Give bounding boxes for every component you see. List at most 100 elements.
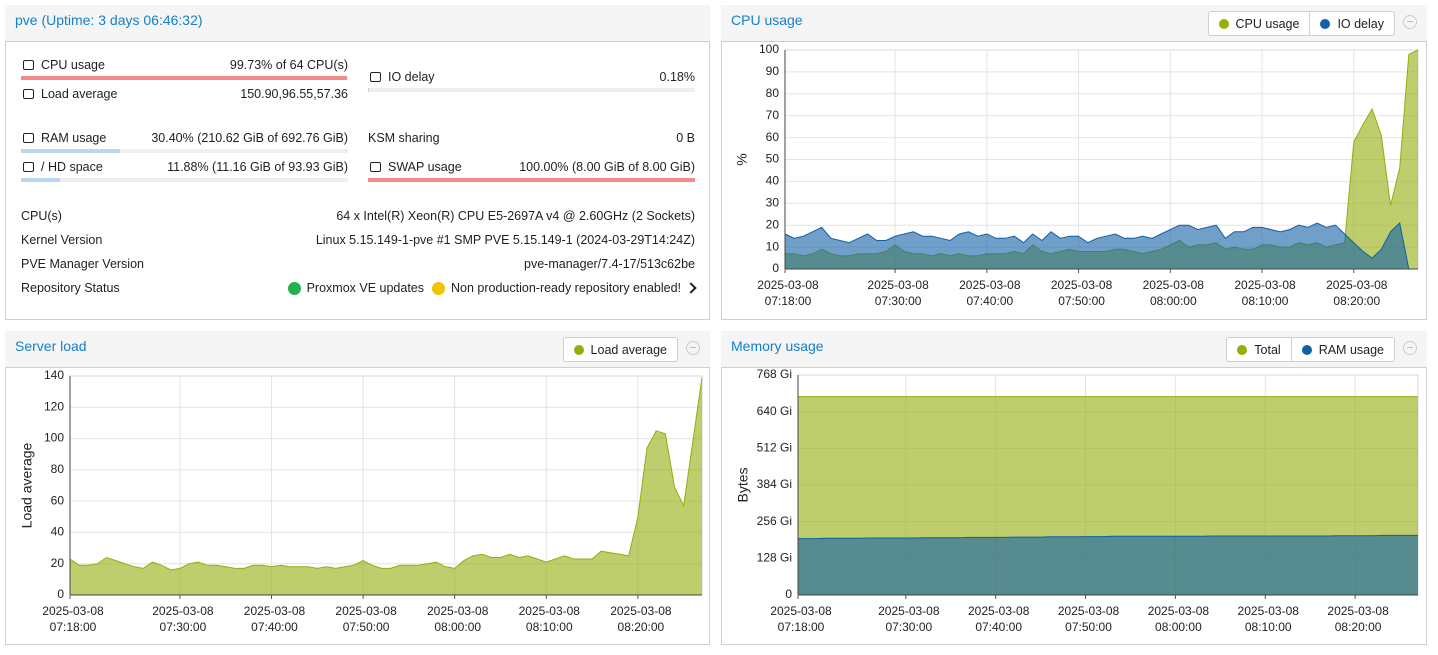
panel-header: Memory usage Total RAM usage — [721, 331, 1427, 367]
y-tick-label: 0 — [57, 587, 64, 601]
resource-icon — [370, 72, 381, 82]
x-tick-time: 07:30:00 — [885, 620, 932, 634]
resource-icon — [23, 162, 34, 172]
legend-label: IO delay — [1337, 16, 1384, 31]
x-tick-date: 2025-03-08 — [1326, 278, 1388, 292]
x-tick-date: 2025-03-08 — [878, 604, 940, 618]
resource-label: KSM sharing — [368, 131, 440, 145]
resource-value: 150.90,96.55,57.36 — [240, 87, 348, 101]
x-tick-date: 2025-03-08 — [1051, 278, 1113, 292]
x-tick-time: 07:50:00 — [1058, 294, 1105, 308]
panel-title: Server load — [15, 338, 87, 354]
cpu-panel: CPU usage CPU usage IO delay — [721, 5, 1427, 320]
panel-header: pve (Uptime: 3 days 06:46:32) — [5, 5, 710, 41]
y-tick-label: 512 Gi — [757, 441, 792, 455]
x-tick-date: 2025-03-08 — [1238, 604, 1300, 618]
legend-dot — [1237, 344, 1248, 355]
y-tick-label: 20 — [766, 217, 780, 231]
y-tick-label: 30 — [766, 195, 780, 209]
legend-item: CPU usage — [1209, 12, 1310, 35]
usage-bar — [21, 178, 60, 182]
x-tick-date: 2025-03-08 — [427, 604, 489, 618]
y-tick-label: 40 — [766, 174, 780, 188]
usage-track — [21, 149, 348, 153]
status-text: Non production-ready repository enabled! — [451, 281, 681, 295]
info-label: Kernel Version — [21, 233, 103, 247]
panel-title: pve (Uptime: 3 days 06:46:32) — [15, 12, 203, 28]
resource-label: / HD space — [41, 160, 103, 174]
y-tick-label: 0 — [772, 261, 779, 275]
collapse-button[interactable] — [686, 341, 700, 355]
x-tick-date: 2025-03-08 — [42, 604, 104, 618]
info-label: CPU(s) — [21, 209, 62, 223]
x-tick-time: 08:20:00 — [618, 620, 665, 634]
x-tick-date: 2025-03-08 — [959, 278, 1021, 292]
panel-header: Server load Load average — [5, 331, 710, 367]
usage-track — [21, 178, 348, 182]
x-tick-time: 08:10:00 — [1245, 620, 1292, 634]
series-area — [798, 535, 1418, 595]
x-tick-time: 07:18:00 — [778, 620, 825, 634]
y-tick-label: 640 Gi — [757, 404, 792, 418]
collapse-button[interactable] — [1403, 15, 1417, 29]
resource-value: 30.40% (210.62 GiB of 692.76 GiB) — [151, 131, 348, 145]
x-tick-time: 08:00:00 — [434, 620, 481, 634]
resource-label: CPU usage — [41, 58, 105, 72]
x-tick-time: 08:00:00 — [1150, 294, 1197, 308]
y-axis-label: Bytes — [735, 467, 751, 502]
x-tick-date: 2025-03-08 — [1058, 604, 1120, 618]
usage-track — [368, 88, 695, 92]
x-tick-date: 2025-03-08 — [610, 604, 672, 618]
legend-label: CPU usage — [1235, 16, 1300, 31]
legend: Total RAM usage — [1226, 337, 1395, 362]
x-tick-date: 2025-03-08 — [1327, 604, 1389, 618]
y-tick-label: 100 — [759, 42, 779, 56]
y-tick-label: 120 — [44, 399, 64, 413]
series-line — [798, 534, 1418, 540]
x-tick-time: 08:00:00 — [1155, 620, 1202, 634]
resource-value: 100.00% (8.00 GiB of 8.00 GiB) — [519, 160, 695, 174]
x-tick-date: 2025-03-08 — [335, 604, 397, 618]
x-tick-date: 2025-03-08 — [1143, 278, 1205, 292]
chevron — [685, 282, 697, 294]
status-text: Proxmox VE updates — [306, 281, 424, 295]
x-tick-time: 07:18:00 — [765, 294, 812, 308]
legend-dot — [1301, 344, 1312, 355]
x-tick-date: 2025-03-08 — [244, 604, 306, 618]
y-tick-label: 70 — [766, 108, 780, 122]
x-tick-date: 2025-03-08 — [757, 278, 819, 292]
y-tick-label: 140 — [44, 368, 64, 382]
collapse-button[interactable] — [1403, 341, 1417, 355]
x-tick-date: 2025-03-08 — [1234, 278, 1296, 292]
x-tick-time: 07:50:00 — [343, 620, 390, 634]
info-value: pve-manager/7.4-17/513c62be — [524, 257, 695, 271]
y-tick-label: 80 — [766, 86, 780, 100]
resource-value: 99.73% of 64 CPU(s) — [229, 58, 348, 72]
x-tick-time: 08:20:00 — [1335, 620, 1382, 634]
y-tick-label: 40 — [51, 525, 65, 539]
resource-icon — [23, 60, 34, 70]
legend-label: RAM usage — [1318, 342, 1384, 357]
status-icon — [432, 281, 445, 295]
y-tick-label: 256 Gi — [757, 514, 792, 528]
x-tick-date: 2025-03-08 — [770, 604, 832, 618]
x-tick-date: 2025-03-08 — [1148, 604, 1210, 618]
legend-dot — [1218, 18, 1229, 29]
y-tick-label: 60 — [766, 130, 780, 144]
resource-icon — [23, 89, 34, 99]
y-tick-label: 10 — [766, 239, 780, 253]
y-tick-label: 90 — [766, 64, 780, 78]
panel-body — [5, 367, 710, 645]
y-axis-label: % — [734, 153, 750, 165]
usage-bar — [21, 76, 348, 80]
legend: CPU usage IO delay — [1207, 11, 1395, 36]
info-value: Linux 5.15.149-1-pve #1 SMP PVE 5.15.149… — [315, 233, 695, 247]
y-tick-label: 50 — [766, 152, 780, 166]
y-tick-label: 60 — [51, 493, 65, 507]
legend-dot — [1320, 18, 1331, 29]
legend: Load average — [562, 337, 678, 362]
usage-bar — [368, 88, 369, 92]
legend-item: IO delay — [1309, 12, 1394, 35]
legend-item: Load average — [564, 338, 677, 361]
